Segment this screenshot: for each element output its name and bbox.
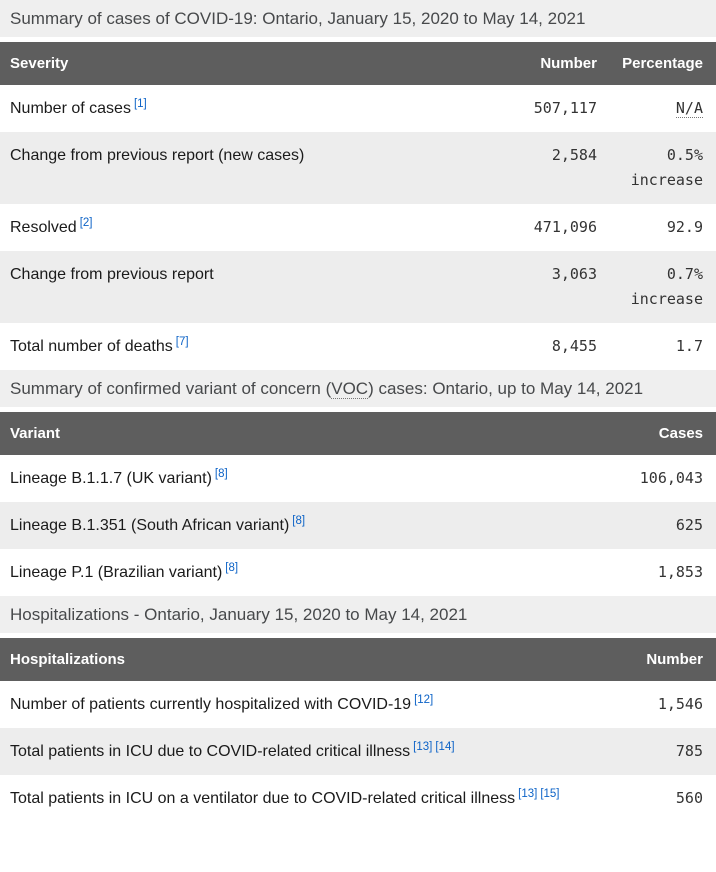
number-cell: 3,063	[551, 265, 597, 283]
footnote-link[interactable]: [13]	[413, 740, 433, 753]
row-label: Lineage B.1.1.7 (UK variant)	[10, 470, 212, 487]
footnote-link[interactable]: [14]	[435, 740, 455, 753]
row-label: Number of cases	[10, 100, 131, 117]
table-row: Change from previous report (new cases) …	[0, 132, 716, 204]
footnote-link[interactable]: [8]	[214, 467, 228, 480]
table-row: Total number of deaths [7] 8,455 1.7	[0, 323, 716, 370]
number-cell: 507,117	[533, 99, 597, 117]
table-row: Total patients in ICU on a ventilator du…	[0, 775, 716, 822]
cases-summary-title: Summary of cases of COVID-19: Ontario, J…	[0, 0, 716, 37]
cases-table-header-row: Severity Number Percentage	[0, 42, 716, 85]
footnote-link[interactable]: [15]	[540, 787, 560, 800]
voc-title-post: ) cases: Ontario, up to May 14, 2021	[368, 379, 644, 398]
percentage-cell: 92.9	[666, 218, 703, 236]
row-label: Total number of deaths	[10, 338, 173, 355]
row-label-cell: Total patients in ICU on a ventilator du…	[0, 775, 610, 822]
voc-table-header-row: Variant Cases	[0, 412, 716, 455]
column-header-percentage: Percentage	[610, 42, 716, 85]
percentage-cell: 0.5% increase	[630, 146, 703, 189]
row-label: Lineage B.1.351 (South African variant)	[10, 517, 290, 534]
hospitalizations-table-header-row: Hospitalizations Number	[0, 638, 716, 681]
voc-summary-section: Summary of confirmed variant of concern …	[0, 370, 716, 596]
footnote-link[interactable]: [1]	[133, 97, 147, 110]
table-row: Resolved [2] 471,096 92.9	[0, 204, 716, 251]
number-cell: 560	[675, 789, 703, 807]
column-header-cases: Cases	[610, 412, 716, 455]
row-label-cell: Lineage P.1 (Brazilian variant) [8]	[0, 549, 610, 596]
table-row: Lineage B.1.351 (South African variant)[…	[0, 502, 716, 549]
voc-summary-title: Summary of confirmed variant of concern …	[0, 370, 716, 407]
table-row: Total patients in ICU due to COVID-relat…	[0, 728, 716, 775]
footnote-link[interactable]: [13]	[518, 787, 538, 800]
number-cell: 8,455	[551, 337, 597, 355]
number-cell: 785	[675, 742, 703, 760]
number-cell: 1,546	[657, 695, 703, 713]
footnote-ref: [15]	[540, 785, 559, 800]
cases-cell: 106,043	[639, 469, 703, 487]
voc-abbreviation: VOC	[331, 379, 369, 399]
row-label-cell: Change from previous report	[0, 251, 504, 323]
column-header-severity: Severity	[0, 42, 504, 85]
row-label: Resolved	[10, 219, 77, 236]
voc-title-pre: Summary of confirmed variant of concern …	[10, 379, 332, 398]
table-row: Change from previous report 3,063 0.7% i…	[0, 251, 716, 323]
footnote-ref: [13]	[413, 738, 432, 753]
column-header-variant: Variant	[0, 412, 610, 455]
footnote-link[interactable]: [2]	[79, 216, 93, 229]
hospitalizations-title: Hospitalizations - Ontario, January 15, …	[0, 596, 716, 633]
table-row: Number of patients currently hospitalize…	[0, 681, 716, 728]
row-label-cell: Total number of deaths [7]	[0, 323, 504, 370]
row-label-cell: Number of cases [1]	[0, 85, 504, 132]
footnote-ref: [1]	[134, 95, 147, 110]
number-cell: 471,096	[533, 218, 597, 236]
footnote-ref: [8]	[292, 512, 305, 527]
row-label-cell: Lineage B.1.1.7 (UK variant) [8]	[0, 455, 610, 502]
row-label-cell: Lineage B.1.351 (South African variant)[…	[0, 502, 610, 549]
cases-table: Severity Number Percentage Number of cas…	[0, 42, 716, 370]
footnote-ref: [8]	[215, 465, 228, 480]
voc-table: Variant Cases Lineage B.1.1.7 (UK varian…	[0, 412, 716, 596]
footnote-ref: [2]	[80, 214, 93, 229]
row-label-cell: Number of patients currently hospitalize…	[0, 681, 610, 728]
row-label-cell: Change from previous report (new cases)	[0, 132, 504, 204]
footnote-ref: [8]	[225, 559, 238, 574]
footnote-ref: [14]	[435, 738, 454, 753]
number-cell: 2,584	[551, 146, 597, 164]
hospitalizations-table: Hospitalizations Number Number of patien…	[0, 638, 716, 822]
percentage-cell: 0.7% increase	[630, 265, 703, 308]
column-header-number: Number	[610, 638, 716, 681]
column-header-hospitalizations: Hospitalizations	[0, 638, 610, 681]
footnote-link[interactable]: [12]	[414, 693, 434, 706]
cases-cell: 625	[675, 516, 703, 534]
footnote-ref: [7]	[176, 333, 189, 348]
row-label: Total patients in ICU on a ventilator du…	[10, 790, 516, 807]
cases-summary-section: Summary of cases of COVID-19: Ontario, J…	[0, 0, 716, 370]
row-label: Number of patients currently hospitalize…	[10, 696, 412, 713]
percentage-cell: N/A	[610, 85, 716, 132]
row-label: Change from previous report (new cases)	[10, 147, 305, 164]
table-row: Number of cases [1] 507,117 N/A	[0, 85, 716, 132]
row-label: Lineage P.1 (Brazilian variant)	[10, 564, 223, 581]
row-label-cell: Total patients in ICU due to COVID-relat…	[0, 728, 610, 775]
footnote-link[interactable]: [8]	[292, 514, 306, 527]
table-row: Lineage P.1 (Brazilian variant) [8] 1,853	[0, 549, 716, 596]
row-label-cell: Resolved [2]	[0, 204, 504, 251]
row-label: Total patients in ICU due to COVID-relat…	[10, 743, 411, 760]
percentage-cell: 1.7	[675, 337, 703, 355]
hospitalizations-section: Hospitalizations - Ontario, January 15, …	[0, 596, 716, 822]
column-header-number: Number	[504, 42, 610, 85]
table-row: Lineage B.1.1.7 (UK variant) [8] 106,043	[0, 455, 716, 502]
row-label: Change from previous report	[10, 266, 214, 283]
footnote-ref: [13]	[518, 785, 537, 800]
footnote-link[interactable]: [8]	[225, 561, 239, 574]
na-abbreviation: N/A	[675, 99, 703, 118]
footnote-link[interactable]: [7]	[175, 335, 189, 348]
cases-cell: 1,853	[657, 563, 703, 581]
footnote-ref: [12]	[414, 691, 433, 706]
